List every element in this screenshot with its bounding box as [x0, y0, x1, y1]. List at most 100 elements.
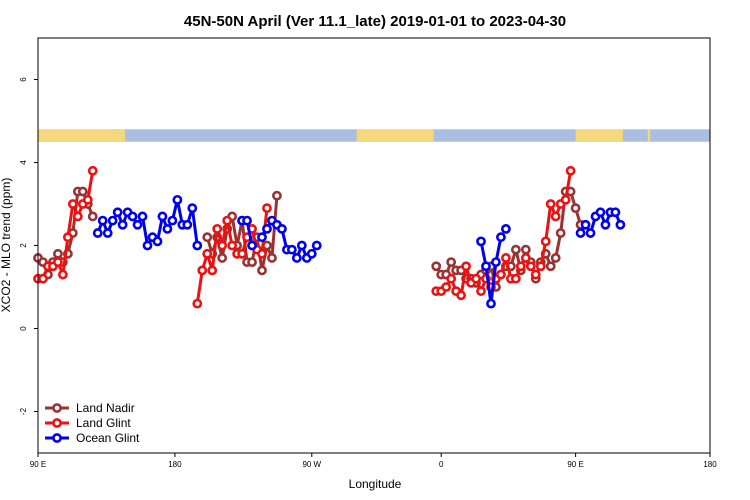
data-point-land-glint	[476, 286, 486, 297]
data-point-land-glint	[501, 253, 511, 263]
data-point-ocean-glint	[575, 228, 586, 238]
data-point-land-nadir	[267, 253, 277, 263]
data-point-ocean-glint	[262, 223, 272, 234]
land-band-segment	[38, 129, 116, 142]
data-point-ocean-glint	[152, 236, 163, 247]
land-band-segment	[356, 129, 434, 142]
data-point-land-glint	[560, 194, 571, 205]
data-point-ocean-glint	[137, 211, 148, 222]
x-tick-label: 90 E	[567, 460, 583, 469]
data-point-land-glint	[540, 236, 551, 247]
data-point-land-nadir	[555, 228, 566, 238]
y-tick-label: 0	[19, 326, 28, 331]
data-point-ocean-glint	[585, 228, 596, 238]
data-point-ocean-glint	[311, 240, 322, 251]
data-point-ocean-glint	[580, 219, 591, 230]
x-tick-label: 180	[703, 460, 717, 469]
chart-title: 45N-50N April (Ver 11.1_late) 2019-01-01…	[184, 13, 566, 30]
data-point-land-glint	[202, 248, 213, 259]
data-point-land-glint	[257, 248, 267, 259]
data-point-land-glint	[565, 165, 576, 176]
data-point-land-nadir	[77, 186, 88, 197]
data-point-land-glint	[515, 261, 526, 272]
legend-marker	[52, 433, 62, 443]
data-point-ocean-glint	[306, 248, 317, 259]
data-point-ocean-glint	[157, 211, 168, 222]
x-axis-label: Longitude	[349, 477, 402, 491]
data-point-land-glint	[550, 211, 561, 222]
data-point-ocean-glint	[481, 261, 491, 272]
data-point-land-glint	[87, 165, 98, 176]
data-point-land-glint	[72, 211, 83, 222]
land-band-segment	[110, 129, 118, 142]
data-point-ocean-glint	[107, 215, 118, 226]
data-point-ocean-glint	[610, 207, 621, 218]
y-tick-label: 4	[19, 160, 28, 165]
land-band-segment	[575, 129, 623, 142]
y-axis-label: XCO2 - MLO trend (ppm)	[0, 178, 13, 313]
data-point-land-glint	[461, 261, 471, 272]
data-point-land-glint	[53, 257, 63, 267]
data-point-land-glint	[67, 199, 78, 209]
series-layer	[33, 165, 626, 309]
data-point-land-glint	[38, 273, 48, 284]
data-point-ocean-glint	[132, 219, 143, 230]
data-point-land-glint	[82, 194, 93, 205]
data-point-ocean-glint	[501, 223, 511, 234]
data-point-land-glint	[525, 261, 536, 272]
data-point-land-glint	[207, 265, 218, 276]
axes: 90 E 180 90 W 0 90 E 180 -2 0 2 4 6	[19, 77, 717, 469]
data-point-land-glint	[197, 265, 208, 276]
data-point-ocean-glint	[486, 298, 496, 309]
data-point-ocean-glint	[476, 236, 486, 247]
data-point-land-glint	[237, 248, 247, 259]
legend-marker	[52, 418, 62, 428]
data-point-land-nadir	[545, 261, 556, 272]
data-point-land-nadir	[570, 203, 581, 214]
x-tick-label: 90 E	[30, 460, 46, 469]
data-point-land-nadir	[431, 261, 442, 272]
data-point-ocean-glint	[247, 240, 257, 251]
data-point-land-glint	[471, 273, 481, 284]
data-point-land-glint	[545, 199, 556, 209]
data-point-land-glint	[535, 261, 546, 272]
data-point-ocean-glint	[167, 215, 178, 226]
data-point-land-nadir	[53, 248, 63, 259]
data-point-ocean-glint	[142, 240, 153, 251]
data-point-ocean-glint	[595, 207, 606, 218]
data-point-land-nadir	[257, 265, 267, 276]
data-point-land-nadir	[217, 253, 228, 263]
data-point-land-glint	[530, 269, 541, 280]
data-point-ocean-glint	[187, 203, 198, 214]
data-point-ocean-glint	[162, 223, 173, 234]
data-point-ocean-glint	[92, 228, 103, 238]
data-point-ocean-glint	[97, 215, 108, 226]
data-point-ocean-glint	[172, 194, 183, 205]
data-point-ocean-glint	[491, 257, 501, 267]
data-point-ocean-glint	[127, 211, 138, 222]
data-point-land-glint	[212, 223, 223, 234]
data-point-land-nadir	[550, 253, 561, 263]
data-point-ocean-glint	[257, 232, 267, 243]
data-point-land-glint	[496, 269, 506, 280]
data-point-ocean-glint	[615, 219, 626, 230]
data-point-land-glint	[441, 282, 452, 292]
data-point-land-glint	[520, 253, 531, 263]
data-point-land-nadir	[446, 257, 457, 267]
legend-entry-land-nadir: Land Nadir	[45, 401, 135, 415]
land-band-segment	[117, 129, 126, 142]
data-point-land-glint	[222, 215, 233, 226]
legend-label: Land Nadir	[76, 401, 135, 415]
data-point-ocean-glint	[286, 244, 297, 255]
series-ocean-glint	[92, 194, 626, 309]
y-tick-label: 2	[19, 243, 28, 248]
x-tick-label: 180	[168, 460, 182, 469]
land-band-segment	[647, 129, 651, 142]
data-point-land-nadir	[202, 232, 213, 243]
data-point-ocean-glint	[112, 207, 123, 218]
data-point-land-glint	[192, 298, 203, 309]
data-point-ocean-glint	[102, 228, 113, 238]
data-point-land-glint	[456, 290, 467, 301]
